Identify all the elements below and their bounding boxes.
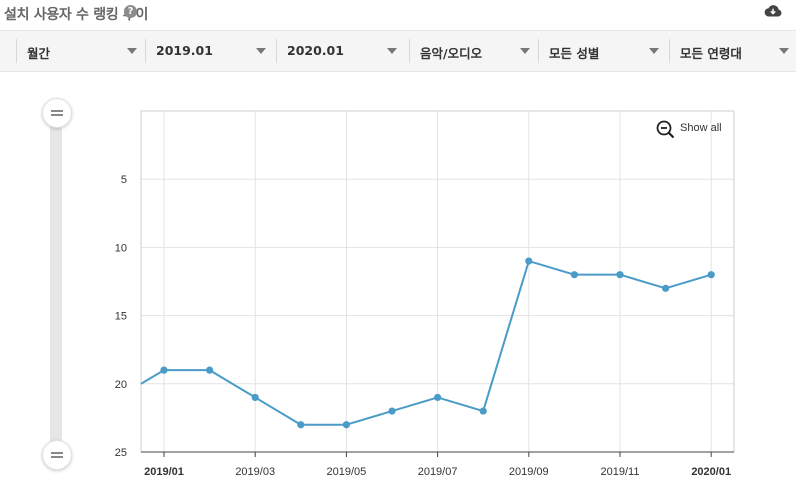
category-select[interactable]: 음악/오디오 (409, 39, 538, 63)
show-all-button[interactable]: Show all (656, 120, 722, 139)
series-line (140, 260, 712, 426)
data-point (479, 407, 487, 415)
chevron-down-icon (127, 48, 137, 54)
end-date-label: 2020.01 (287, 43, 344, 58)
rank-line-chart: 5 10 15 20 25 2019/01 2019/03 2019/05 2019/07 201… (115, 110, 735, 478)
data-point (297, 421, 305, 429)
chevron-down-icon (649, 48, 659, 54)
x-tick-label: 2019/03 (235, 466, 275, 478)
category-label: 음악/오디오 (420, 46, 483, 61)
period-select-label: 월간 (27, 46, 51, 61)
start-date-label: 2019.01 (156, 43, 213, 58)
data-point (707, 271, 715, 279)
data-point (251, 393, 259, 402)
gender-label: 모든 성별 (549, 46, 600, 61)
data-point (388, 407, 396, 415)
range-slider-bottom-handle[interactable] (42, 440, 72, 470)
chevron-down-icon (256, 48, 266, 54)
data-point (342, 421, 350, 429)
y-tick-label: 20 (115, 379, 127, 391)
period-select[interactable]: 월간 (16, 39, 145, 63)
age-select[interactable]: 모든 연령대 (669, 39, 796, 63)
data-point (570, 271, 579, 279)
x-tick-label: 2019/05 (327, 466, 367, 478)
chevron-down-icon (520, 48, 530, 54)
filter-bar: 월간 2019.01 2020.01 음악/오디오 모든 성별 모든 연령대 (0, 30, 796, 72)
page-title: 설치 사용자 수 랭킹 추이 (4, 7, 149, 23)
y-tick-label: 10 (115, 242, 127, 254)
chevron-down-icon (779, 48, 789, 54)
start-date-select[interactable]: 2019.01 (145, 39, 274, 63)
data-point (160, 366, 168, 374)
gender-select[interactable]: 모든 성별 (538, 39, 667, 63)
x-tick-label: 2019/07 (418, 466, 458, 478)
y-tick-label: 15 (115, 311, 127, 323)
range-slider-top-handle[interactable] (42, 98, 72, 128)
data-point (662, 284, 670, 292)
range-slider-track[interactable] (50, 112, 62, 455)
x-tick-label: 2020/01 (691, 466, 731, 478)
header: 설치 사용자 수 랭킹 추이 ? (0, 0, 796, 28)
data-point (616, 271, 624, 279)
x-tick-label: 2019/01 (144, 466, 184, 478)
data-point (525, 257, 533, 265)
y-tick-label: 5 (121, 174, 127, 186)
show-all-label: Show all (680, 122, 722, 134)
cloud-download-icon[interactable] (764, 3, 782, 19)
y-tick-label: 25 (115, 447, 127, 459)
data-point (206, 366, 214, 374)
age-label: 모든 연령대 (680, 46, 742, 61)
help-icon[interactable]: ? (124, 5, 137, 18)
x-tick-label: 2019/11 (601, 466, 640, 478)
x-tick-label: 2019/09 (509, 466, 549, 478)
data-point (434, 393, 442, 402)
end-date-select[interactable]: 2020.01 (276, 39, 405, 63)
zoom-out-icon (656, 120, 675, 139)
chevron-down-icon (387, 48, 397, 54)
